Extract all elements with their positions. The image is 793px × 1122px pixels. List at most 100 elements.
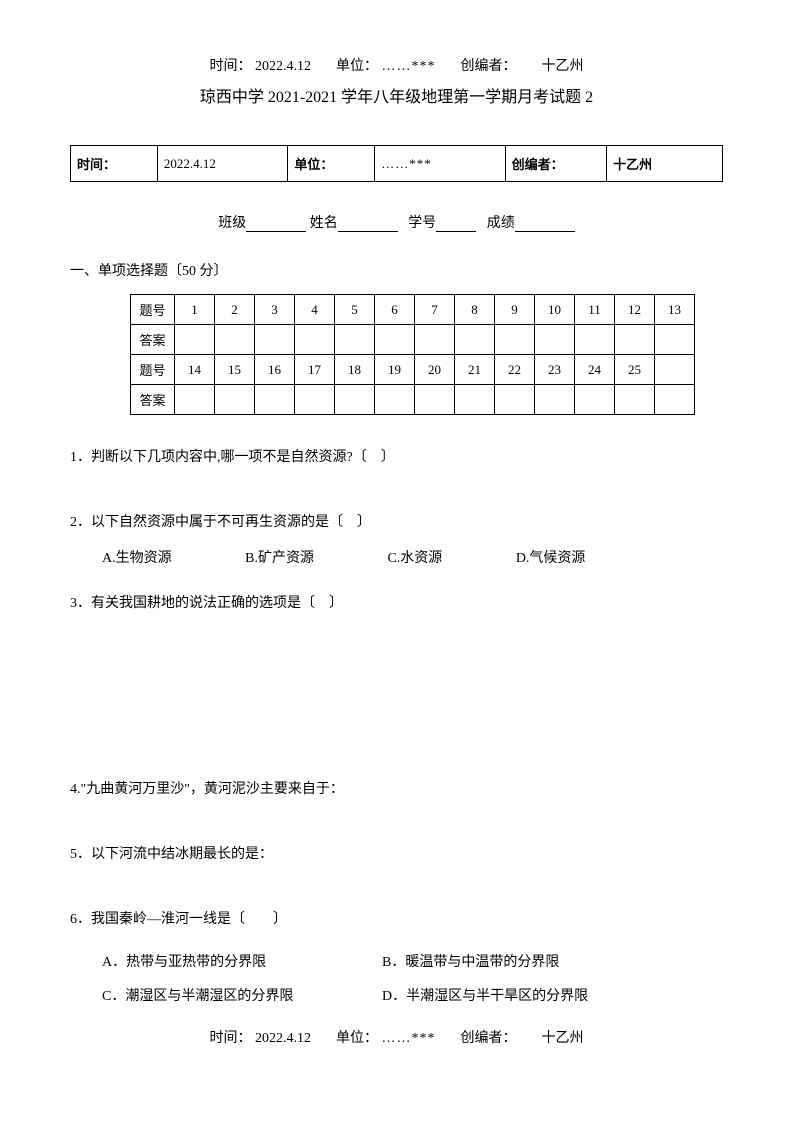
- unit-label: 单位：: [336, 1031, 378, 1046]
- info-unit-value: ……***: [375, 146, 505, 182]
- table-row: 题号 1 2 3 4 5 6 7 8 9 10 11 12 13: [131, 295, 695, 325]
- cell: [215, 385, 255, 415]
- unit-value: ……***: [382, 1031, 436, 1046]
- question-4: 4."九曲黄河万里沙"，黄河泥沙主要来自于：: [70, 777, 723, 802]
- header-meta: 时间： 2022.4.12 单位： ……*** 创编者： 十乙州: [70, 55, 723, 75]
- cell: [375, 325, 415, 355]
- score-label: 成绩: [487, 216, 515, 231]
- cell: [655, 355, 695, 385]
- editor-value: 十乙州: [542, 59, 584, 74]
- cell: [615, 385, 655, 415]
- id-blank: [436, 216, 476, 232]
- class-blank: [246, 216, 306, 232]
- row-label: 题号: [131, 295, 175, 325]
- cell: 24: [575, 355, 615, 385]
- cell: 8: [455, 295, 495, 325]
- student-fill-line: 班级 姓名 学号 成绩: [70, 212, 723, 232]
- cell: 6: [375, 295, 415, 325]
- cell: [295, 325, 335, 355]
- time-value: 2022.4.12: [255, 59, 311, 74]
- time-label: 时间：: [210, 1031, 252, 1046]
- cell: [335, 385, 375, 415]
- footer-meta: 时间： 2022.4.12 单位： ……*** 创编者： 十乙州: [70, 1027, 723, 1047]
- cell: 9: [495, 295, 535, 325]
- info-time-value: 2022.4.12: [157, 146, 287, 182]
- question-2: 2．以下自然资源中属于不可再生资源的是〔 〕: [70, 510, 723, 535]
- section1-title: 一、单项选择题〔50 分〕: [70, 260, 723, 280]
- row-label: 题号: [131, 355, 175, 385]
- cell: 22: [495, 355, 535, 385]
- time-label: 时间：: [210, 59, 252, 74]
- info-editor-value: 十乙州: [607, 146, 723, 182]
- cell: [255, 325, 295, 355]
- score-blank: [515, 216, 575, 232]
- cell: 3: [255, 295, 295, 325]
- cell: 23: [535, 355, 575, 385]
- option-c: C.水资源: [387, 547, 442, 567]
- name-label: 姓名: [310, 216, 338, 231]
- cell: [575, 385, 615, 415]
- row-label: 答案: [131, 325, 175, 355]
- unit-label: 单位：: [336, 59, 378, 74]
- cell: 13: [655, 295, 695, 325]
- option-c: C．潮湿区与半潮湿区的分界限: [102, 980, 382, 1014]
- cell: 19: [375, 355, 415, 385]
- table-row: 题号 14 15 16 17 18 19 20 21 22 23 24 25: [131, 355, 695, 385]
- cell: 12: [615, 295, 655, 325]
- question-6-options: A．热带与亚热带的分界限 B．暖温带与中温带的分界限 C．潮湿区与半潮湿区的分界…: [102, 946, 723, 1013]
- cell: [335, 325, 375, 355]
- name-blank: [338, 216, 398, 232]
- cell: 4: [295, 295, 335, 325]
- cell: [175, 385, 215, 415]
- cell: [575, 325, 615, 355]
- cell: [655, 325, 695, 355]
- cell: [495, 385, 535, 415]
- cell: [295, 385, 335, 415]
- cell: 5: [335, 295, 375, 325]
- id-label: 学号: [408, 216, 436, 231]
- cell: [535, 385, 575, 415]
- editor-label: 创编者：: [461, 1031, 517, 1046]
- cell: 7: [415, 295, 455, 325]
- question-1: 1．判断以下几项内容中,哪一项不是自然资源?〔 〕: [70, 445, 723, 470]
- cell: [215, 325, 255, 355]
- question-3: 3．有关我国耕地的说法正确的选项是〔 〕: [70, 591, 723, 616]
- cell: 18: [335, 355, 375, 385]
- cell: [255, 385, 295, 415]
- cell: 21: [455, 355, 495, 385]
- cell: 14: [175, 355, 215, 385]
- cell: 25: [615, 355, 655, 385]
- cell: 2: [215, 295, 255, 325]
- row-label: 答案: [131, 385, 175, 415]
- editor-label: 创编者：: [461, 59, 517, 74]
- table-row: 答案: [131, 385, 695, 415]
- info-unit-label: 单位：: [288, 146, 375, 182]
- cell: 20: [415, 355, 455, 385]
- cell: [655, 385, 695, 415]
- cell: [415, 385, 455, 415]
- cell: 17: [295, 355, 335, 385]
- option-b: B.矿产资源: [245, 547, 314, 567]
- table-row: 答案: [131, 325, 695, 355]
- cell: 10: [535, 295, 575, 325]
- editor-value: 十乙州: [542, 1031, 584, 1046]
- question-6: 6．我国秦岭—淮河一线是〔 〕: [70, 907, 723, 932]
- option-b: B．暖温带与中温带的分界限: [382, 946, 662, 980]
- cell: 16: [255, 355, 295, 385]
- cell: [535, 325, 575, 355]
- cell: [175, 325, 215, 355]
- question-2-options: A.生物资源 B.矿产资源 C.水资源 D.气候资源: [102, 547, 723, 567]
- cell: [455, 385, 495, 415]
- cell: [455, 325, 495, 355]
- option-d: D．半潮湿区与半干旱区的分界限: [382, 980, 662, 1014]
- question-5: 5．以下河流中结冰期最长的是：: [70, 842, 723, 867]
- time-value: 2022.4.12: [255, 1031, 311, 1046]
- class-label: 班级: [218, 216, 246, 231]
- info-time-label: 时间：: [71, 146, 158, 182]
- page-title: 琼西中学 2021-2021 学年八年级地理第一学期月考试题 2: [70, 83, 723, 107]
- cell: [615, 325, 655, 355]
- info-table: 时间： 2022.4.12 单位： ……*** 创编者： 十乙州: [70, 145, 723, 182]
- info-editor-label: 创编者：: [505, 146, 606, 182]
- cell: 1: [175, 295, 215, 325]
- cell: [375, 385, 415, 415]
